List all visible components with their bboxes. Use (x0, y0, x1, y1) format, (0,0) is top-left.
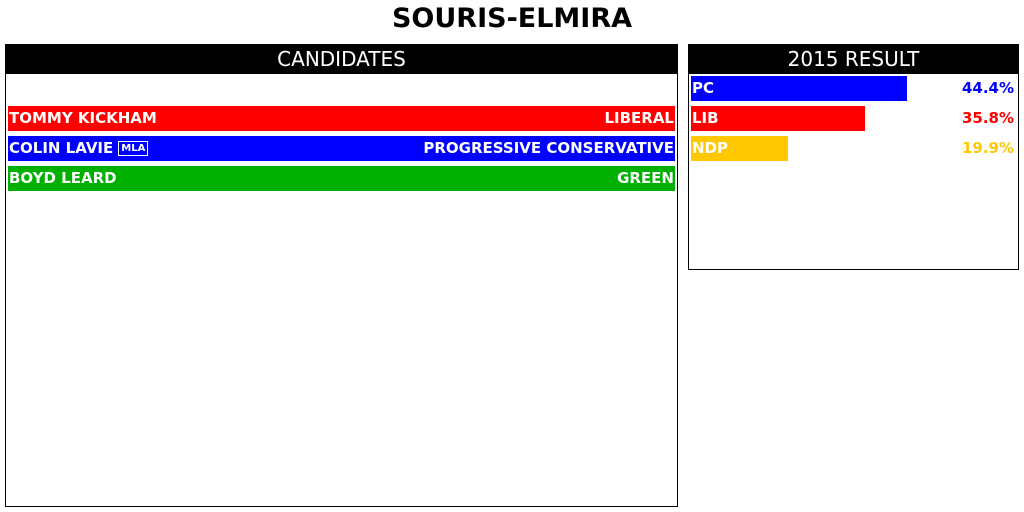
result-header: 2015 RESULT (689, 45, 1018, 74)
candidates-header: CANDIDATES (6, 45, 677, 74)
result-bar (691, 136, 788, 161)
result-row: LIB 35.8% (691, 106, 1016, 131)
result-row: PC 44.4% (691, 76, 1016, 101)
candidate-party: PROGRESSIVE CONSERVATIVE (423, 139, 674, 157)
candidate-name: BOYD LEARD (9, 169, 117, 187)
result-party: PC (692, 79, 715, 97)
candidate-row: TOMMY KICKHAM LIBERAL (8, 106, 675, 131)
riding-title: SOURIS-ELMIRA (391, 3, 633, 34)
result-row: NDP 19.9% (691, 136, 1016, 161)
result-list: PC 44.4% LIB 35.8% NDP 19.9% (691, 76, 1016, 166)
result-percent: 35.8% (961, 109, 1014, 127)
result-percent: 44.4% (961, 79, 1014, 97)
result-panel: 2015 RESULT PC 44.4% LIB 35.8% NDP 19.9% (688, 44, 1019, 270)
result-bar (691, 76, 907, 101)
result-percent: 19.9% (961, 139, 1014, 157)
result-bar (691, 106, 865, 131)
candidate-name: COLIN LAVIE (9, 139, 114, 157)
candidate-row: COLIN LAVIE MLA PROGRESSIVE CONSERVATIVE (8, 136, 675, 161)
candidate-party: GREEN (617, 169, 674, 187)
candidate-row: BOYD LEARD GREEN (8, 166, 675, 191)
candidate-party: LIBERAL (604, 109, 674, 127)
candidates-panel: CANDIDATES TOMMY KICKHAM LIBERAL COLIN L… (5, 44, 678, 507)
result-party: NDP (692, 139, 728, 157)
result-party: LIB (692, 109, 719, 127)
incumbent-badge: MLA (118, 141, 149, 156)
candidate-name: TOMMY KICKHAM (9, 109, 157, 127)
candidate-list: TOMMY KICKHAM LIBERAL COLIN LAVIE MLA PR… (8, 106, 675, 196)
